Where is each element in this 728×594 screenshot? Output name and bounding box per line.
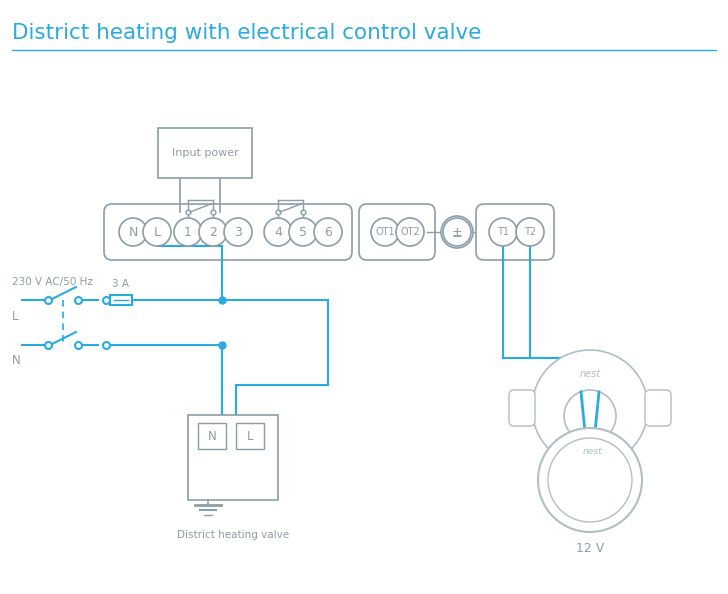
- Text: L: L: [154, 226, 160, 239]
- Circle shape: [548, 438, 632, 522]
- Text: District heating valve: District heating valve: [177, 530, 289, 540]
- Text: L: L: [12, 309, 18, 323]
- Text: 1: 1: [184, 226, 192, 239]
- Circle shape: [371, 218, 399, 246]
- Text: 3: 3: [234, 226, 242, 239]
- Circle shape: [199, 218, 227, 246]
- Text: District heating with electrical control valve: District heating with electrical control…: [12, 23, 481, 43]
- Circle shape: [489, 218, 517, 246]
- Circle shape: [516, 218, 544, 246]
- Circle shape: [143, 218, 171, 246]
- Text: N: N: [128, 226, 138, 239]
- Text: 230 V AC/50 Hz: 230 V AC/50 Hz: [12, 277, 93, 287]
- Text: 2: 2: [209, 226, 217, 239]
- Text: OT1: OT1: [375, 227, 395, 237]
- Text: $⊥$: $⊥$: [451, 226, 463, 240]
- Circle shape: [289, 218, 317, 246]
- Circle shape: [119, 218, 147, 246]
- FancyBboxPatch shape: [645, 390, 671, 426]
- Text: 3 A: 3 A: [113, 279, 130, 289]
- FancyBboxPatch shape: [104, 204, 352, 260]
- Text: T1: T1: [497, 227, 509, 237]
- FancyBboxPatch shape: [509, 390, 535, 426]
- FancyBboxPatch shape: [476, 204, 554, 260]
- Circle shape: [264, 218, 292, 246]
- FancyBboxPatch shape: [110, 295, 132, 305]
- Circle shape: [441, 216, 473, 248]
- Text: Input power: Input power: [172, 148, 238, 158]
- Text: OT2: OT2: [400, 227, 420, 237]
- Text: N: N: [207, 429, 216, 443]
- Circle shape: [443, 218, 471, 246]
- Circle shape: [224, 218, 252, 246]
- FancyBboxPatch shape: [359, 204, 435, 260]
- Circle shape: [314, 218, 342, 246]
- FancyBboxPatch shape: [198, 423, 226, 449]
- Text: 12 V: 12 V: [576, 542, 604, 555]
- FancyBboxPatch shape: [188, 415, 278, 500]
- Circle shape: [564, 390, 616, 442]
- Circle shape: [174, 218, 202, 246]
- Text: 5: 5: [299, 226, 307, 239]
- Text: 6: 6: [324, 226, 332, 239]
- Text: nest: nest: [582, 447, 602, 457]
- Circle shape: [532, 350, 648, 466]
- Text: T2: T2: [524, 227, 536, 237]
- Circle shape: [538, 428, 642, 532]
- Text: N: N: [12, 355, 21, 368]
- FancyBboxPatch shape: [158, 128, 252, 178]
- Text: nest: nest: [579, 369, 601, 379]
- FancyBboxPatch shape: [236, 423, 264, 449]
- FancyBboxPatch shape: [578, 436, 602, 450]
- Text: L: L: [247, 429, 253, 443]
- Text: 4: 4: [274, 226, 282, 239]
- Text: ±: ±: [451, 226, 462, 239]
- Circle shape: [396, 218, 424, 246]
